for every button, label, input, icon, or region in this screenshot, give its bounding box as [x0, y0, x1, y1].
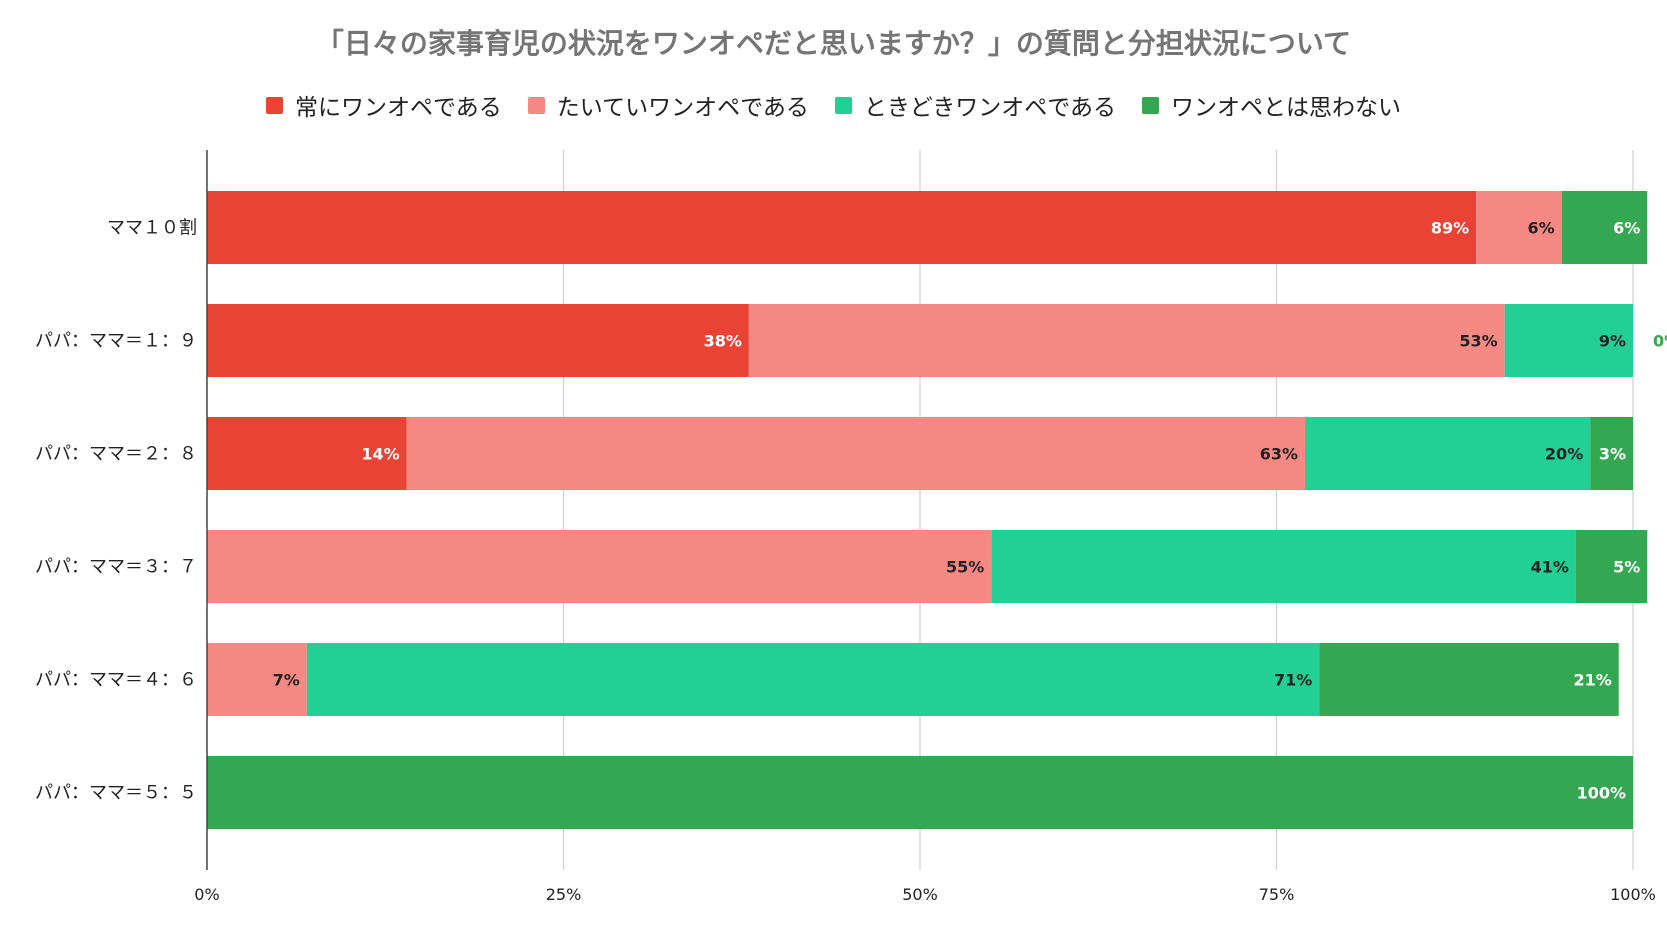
legend-item-never: ワンオペとは思わない — [1141, 88, 1401, 122]
y-category-label: パパ：ママ＝５：５ — [35, 783, 197, 804]
bar-segment — [207, 191, 1477, 264]
x-tick-label: 25% — [546, 885, 582, 904]
bar-segment — [406, 417, 1306, 490]
bar-segment — [1504, 304, 1633, 377]
bar-segment — [207, 643, 307, 716]
data-label: 9% — [1599, 332, 1626, 351]
y-category-label: ママ１０割 — [107, 218, 197, 239]
data-label: 21% — [1573, 671, 1611, 690]
legend-item-always: 常にワンオペである — [266, 88, 502, 122]
data-label: 6% — [1528, 219, 1555, 238]
bar-segment — [748, 304, 1505, 377]
data-label: 100% — [1577, 784, 1626, 803]
chart-title: 「日々の家事育児の状況をワンオペだと思いますか？」の質問と分担状況について — [315, 27, 1352, 60]
x-tick-label: 0% — [194, 885, 219, 904]
bar-segment — [207, 756, 1633, 829]
legend-label-never: ワンオペとは思わない — [1170, 95, 1401, 121]
legend-item-usually: たいていワンオペである — [527, 88, 809, 122]
bar-segment — [207, 304, 749, 377]
chart-legend: 常にワンオペである たいていワンオペである ときどきワンオペである ワンオペとは… — [0, 88, 1667, 122]
data-label: 14% — [361, 445, 399, 464]
legend-swatch-always — [266, 96, 284, 114]
data-label: 63% — [1260, 445, 1298, 464]
x-tick-label: 100% — [1610, 885, 1656, 904]
legend-item-sometimes: ときどきワンオペである — [834, 88, 1116, 122]
y-category-label: パパ：ママ＝４：６ — [35, 670, 197, 691]
data-label: 38% — [704, 332, 742, 351]
y-category-label: パパ：ママ＝３：７ — [35, 557, 197, 578]
legend-swatch-never — [1141, 96, 1159, 114]
y-category-label: パパ：ママ＝２：８ — [35, 444, 197, 465]
bar-segment — [1590, 417, 1633, 490]
bar-segment — [1476, 191, 1562, 264]
bar-segment — [306, 643, 1320, 716]
data-label: 41% — [1531, 558, 1569, 577]
data-label: 6% — [1613, 219, 1640, 238]
data-label: 89% — [1431, 219, 1469, 238]
data-label: 3% — [1599, 445, 1626, 464]
data-label: 53% — [1459, 332, 1497, 351]
bar-segment — [1319, 643, 1619, 716]
x-tick-label: 50% — [902, 885, 938, 904]
legend-label-sometimes: ときどきワンオペである — [863, 95, 1116, 121]
bar-segment — [1305, 417, 1591, 490]
legend-swatch-usually — [527, 96, 545, 114]
bar-segment — [1575, 530, 1648, 603]
data-label: 20% — [1545, 445, 1583, 464]
data-label: 5% — [1613, 558, 1640, 577]
bar-segment — [1561, 191, 1648, 264]
data-label: 0% — [1653, 332, 1667, 351]
data-label: 55% — [946, 558, 984, 577]
data-label: 71% — [1274, 671, 1312, 690]
bar-segment — [991, 530, 1576, 603]
bar-segment — [207, 417, 407, 490]
legend-label-usually: たいていワンオペである — [556, 95, 809, 121]
legend-label-always: 常にワンオペである — [295, 95, 502, 121]
y-category-label: パパ：ママ＝１：９ — [35, 331, 197, 352]
legend-swatch-sometimes — [834, 96, 852, 114]
x-tick-label: 75% — [1259, 885, 1295, 904]
bar-segment — [207, 530, 992, 603]
data-label: 7% — [273, 671, 300, 690]
